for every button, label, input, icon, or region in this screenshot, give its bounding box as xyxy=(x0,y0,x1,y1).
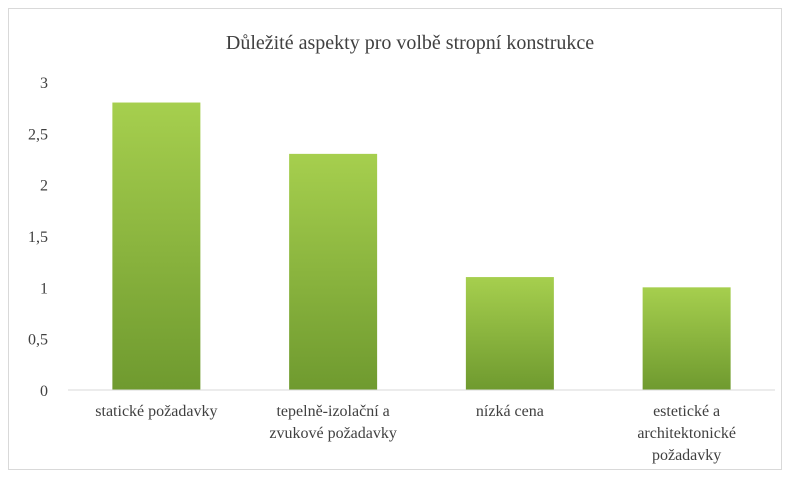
chart-title: Důležité aspekty pro volbě stropní konst… xyxy=(226,32,594,54)
x-category-label-line: požadavky xyxy=(652,447,721,464)
x-category-label: nízká cena xyxy=(476,403,544,420)
bar xyxy=(289,153,378,390)
y-tick-label: 1 xyxy=(40,280,48,297)
y-axis-ticks: 0 0,5 1 1,5 2 2,5 3 xyxy=(28,75,48,400)
bar xyxy=(642,287,731,390)
x-category-label-line: nízká cena xyxy=(476,403,544,420)
bar xyxy=(112,102,201,391)
bar xyxy=(465,277,554,390)
x-axis-labels: statické požadavky tepelně-izolační a zvuk… xyxy=(95,403,736,464)
y-tick-label: 2,5 xyxy=(28,126,48,143)
x-category-label-line: zvukové požadavky xyxy=(269,425,397,442)
y-tick-label: 0 xyxy=(40,383,48,400)
x-category-label-line: architektonické xyxy=(637,425,736,442)
x-category-label: estetické a architektonické požadavky xyxy=(637,403,736,464)
y-tick-label: 3 xyxy=(40,75,48,92)
bars xyxy=(112,102,731,391)
y-tick-label: 0,5 xyxy=(28,332,48,349)
x-category-label: statické požadavky xyxy=(95,403,217,420)
x-category-label-line: statické požadavky xyxy=(95,403,217,420)
x-category-label-line: estetické a xyxy=(653,403,720,420)
y-tick-label: 2 xyxy=(40,178,48,195)
x-category-label-line: tepelně-izolační a xyxy=(276,403,389,420)
y-tick-label: 1,5 xyxy=(28,229,48,246)
x-category-label: tepelně-izolační a zvukové požadavky xyxy=(269,403,397,442)
